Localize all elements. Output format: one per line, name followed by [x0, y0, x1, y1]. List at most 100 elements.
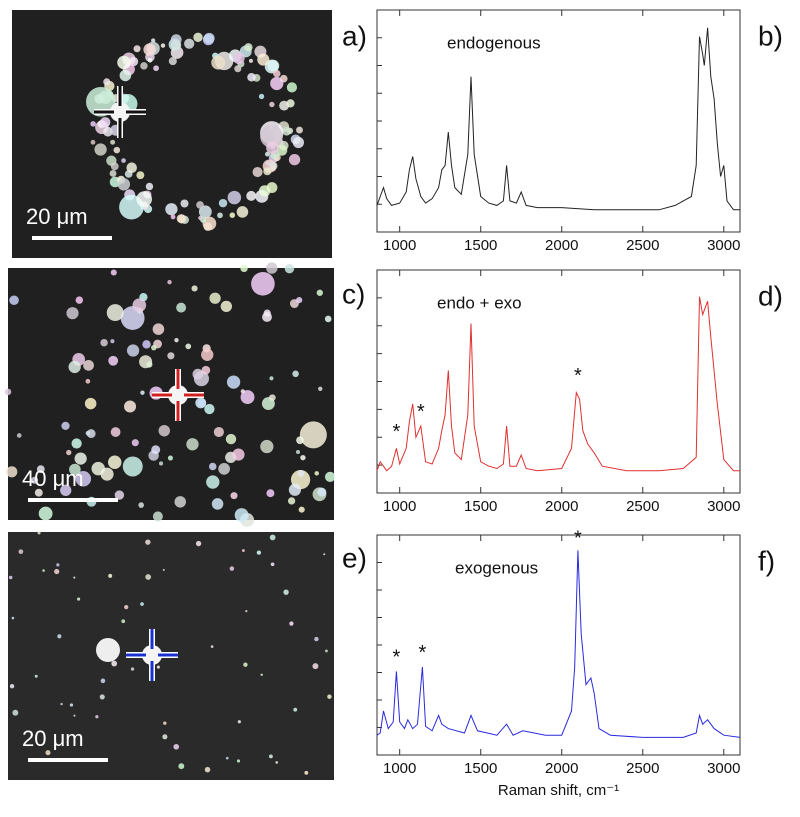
spectrum-line [376, 27, 740, 211]
particle [113, 146, 121, 154]
scale-bar-label: 20 μm [22, 726, 84, 751]
particle [293, 707, 298, 712]
particle [304, 770, 309, 775]
particle [201, 365, 211, 375]
particle [266, 141, 279, 155]
particle [38, 506, 53, 521]
particle [225, 756, 229, 760]
particle [270, 76, 284, 91]
target [168, 385, 188, 405]
particle [269, 161, 278, 171]
particle [77, 597, 81, 601]
peak-marker: * [574, 527, 582, 549]
particle [227, 190, 242, 205]
particle [130, 667, 135, 671]
particle [145, 539, 151, 545]
particle [94, 143, 107, 156]
particle [204, 766, 211, 773]
particle [136, 171, 145, 180]
x-tick-label: 1000 [383, 237, 416, 254]
spectrum-line [376, 550, 741, 738]
particle [266, 489, 275, 498]
particle [218, 463, 230, 475]
particle [36, 465, 45, 474]
particle [103, 78, 111, 86]
particle [240, 390, 255, 405]
particle [69, 703, 74, 707]
particle [56, 563, 60, 567]
particle [68, 360, 81, 374]
particle [174, 337, 179, 343]
particle [162, 734, 168, 740]
particle [246, 190, 257, 201]
particle [299, 421, 327, 449]
particle [252, 166, 263, 178]
particle [108, 573, 113, 578]
particle [269, 534, 276, 541]
particle [110, 339, 115, 344]
particle [324, 315, 332, 323]
particle [268, 394, 276, 402]
particle [100, 338, 108, 347]
particle [180, 199, 189, 208]
particle [75, 296, 84, 304]
particle [131, 439, 139, 447]
particle [263, 167, 272, 176]
particle [296, 297, 303, 304]
particle [283, 589, 289, 595]
particle [196, 201, 204, 209]
particle [248, 58, 253, 63]
spectrum-line [376, 296, 740, 472]
particle [298, 506, 305, 513]
particle [229, 566, 235, 571]
particle [198, 215, 203, 221]
particle [126, 162, 137, 173]
particle [31, 476, 39, 484]
particle [132, 298, 147, 313]
particle [269, 101, 275, 108]
particle [287, 497, 296, 505]
plot-frame [376, 534, 741, 756]
x-tick-label: 2000 [545, 498, 578, 515]
particle [152, 511, 163, 522]
particle [114, 490, 125, 500]
particle [195, 540, 202, 547]
particle [173, 743, 180, 750]
particle [125, 62, 130, 67]
x-tick-label: 2000 [545, 237, 578, 254]
peak-marker: * [417, 401, 425, 423]
particle [145, 182, 154, 191]
panel-label: f) [758, 545, 775, 576]
particle [121, 158, 126, 163]
particle [159, 461, 164, 466]
particle [263, 309, 271, 317]
particle [110, 427, 121, 437]
particle [176, 214, 186, 224]
particle [170, 214, 176, 220]
particle [9, 684, 15, 689]
particle [165, 203, 178, 216]
particle [232, 448, 245, 461]
particle [236, 206, 249, 218]
particle [324, 471, 336, 483]
particle [260, 125, 283, 148]
particle [142, 340, 151, 349]
particle [184, 38, 195, 49]
particle [265, 160, 271, 166]
particle [100, 467, 114, 481]
particle [147, 57, 153, 63]
particle [124, 400, 137, 413]
x-tick-label: 2500 [626, 760, 659, 777]
particle [73, 576, 76, 579]
spectrum-annotation: endo + exo [437, 293, 522, 312]
particle [292, 370, 299, 378]
particle [60, 702, 63, 706]
x-axis-label: Raman shift, cm⁻¹ [498, 782, 619, 799]
particle [151, 445, 161, 455]
particle [197, 398, 207, 408]
particle [152, 323, 165, 335]
particle [276, 144, 288, 156]
particle [12, 709, 19, 716]
particle [270, 562, 275, 567]
particle [218, 198, 228, 208]
